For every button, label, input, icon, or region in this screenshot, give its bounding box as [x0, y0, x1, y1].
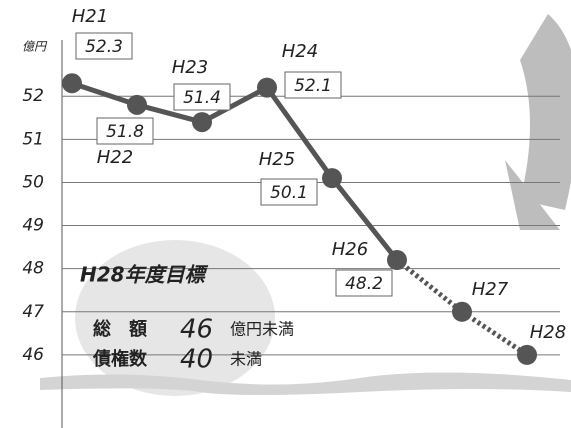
point: [192, 112, 212, 133]
value-box: [260, 178, 318, 206]
category-label: H27: [472, 279, 509, 300]
value-box: [173, 83, 231, 111]
annotation-title: H28年度目標: [80, 263, 209, 287]
annotation-text: 未満: [230, 350, 262, 369]
category-label: H24: [282, 41, 318, 62]
point: [387, 250, 407, 271]
point: [517, 344, 537, 365]
category-label: H26: [332, 239, 368, 260]
y-tick-label: 50: [22, 172, 44, 192]
point: [322, 168, 342, 189]
annotation-text: 億円未満: [230, 320, 294, 339]
category-label: H21: [72, 6, 108, 27]
point: [257, 77, 277, 98]
value-box: [284, 71, 342, 99]
annotation-text: 46: [180, 315, 213, 345]
value-box: [335, 269, 393, 297]
value-box: [75, 32, 133, 60]
y-unit: 億円: [22, 40, 48, 54]
decor-arrow: [520, 14, 571, 210]
point: [452, 301, 472, 322]
annotation-text: 40: [180, 345, 213, 375]
point: [62, 73, 82, 94]
value-box: [96, 117, 154, 145]
value-label: 50.1: [270, 183, 308, 203]
y-tick-label: 49: [22, 216, 44, 236]
decor-band: [40, 372, 571, 395]
y-tick-label: 46: [22, 345, 44, 365]
value-label: 52.3: [85, 37, 123, 57]
y-tick-label: 47: [22, 302, 44, 322]
value-label: 51.4: [183, 88, 221, 108]
annotation-text: 総 額: [93, 318, 147, 340]
decor-arrowhead: [505, 160, 560, 230]
value-label: 51.8: [106, 122, 144, 142]
y-tick-label: 52: [22, 86, 44, 106]
point: [127, 94, 147, 115]
line: [71, 80, 399, 262]
y-tick-label: 48: [22, 259, 44, 279]
y-tick-label: 51: [22, 129, 44, 149]
category-label: H25: [259, 149, 295, 170]
category-label: H28: [530, 322, 566, 343]
value-label: 48.2: [345, 274, 383, 294]
category-label: H22: [97, 147, 133, 168]
annotation-text: 債権数: [92, 348, 148, 370]
value-label: 52.1: [294, 76, 332, 96]
category-label: H23: [172, 57, 208, 78]
decor-circle: [75, 240, 275, 396]
